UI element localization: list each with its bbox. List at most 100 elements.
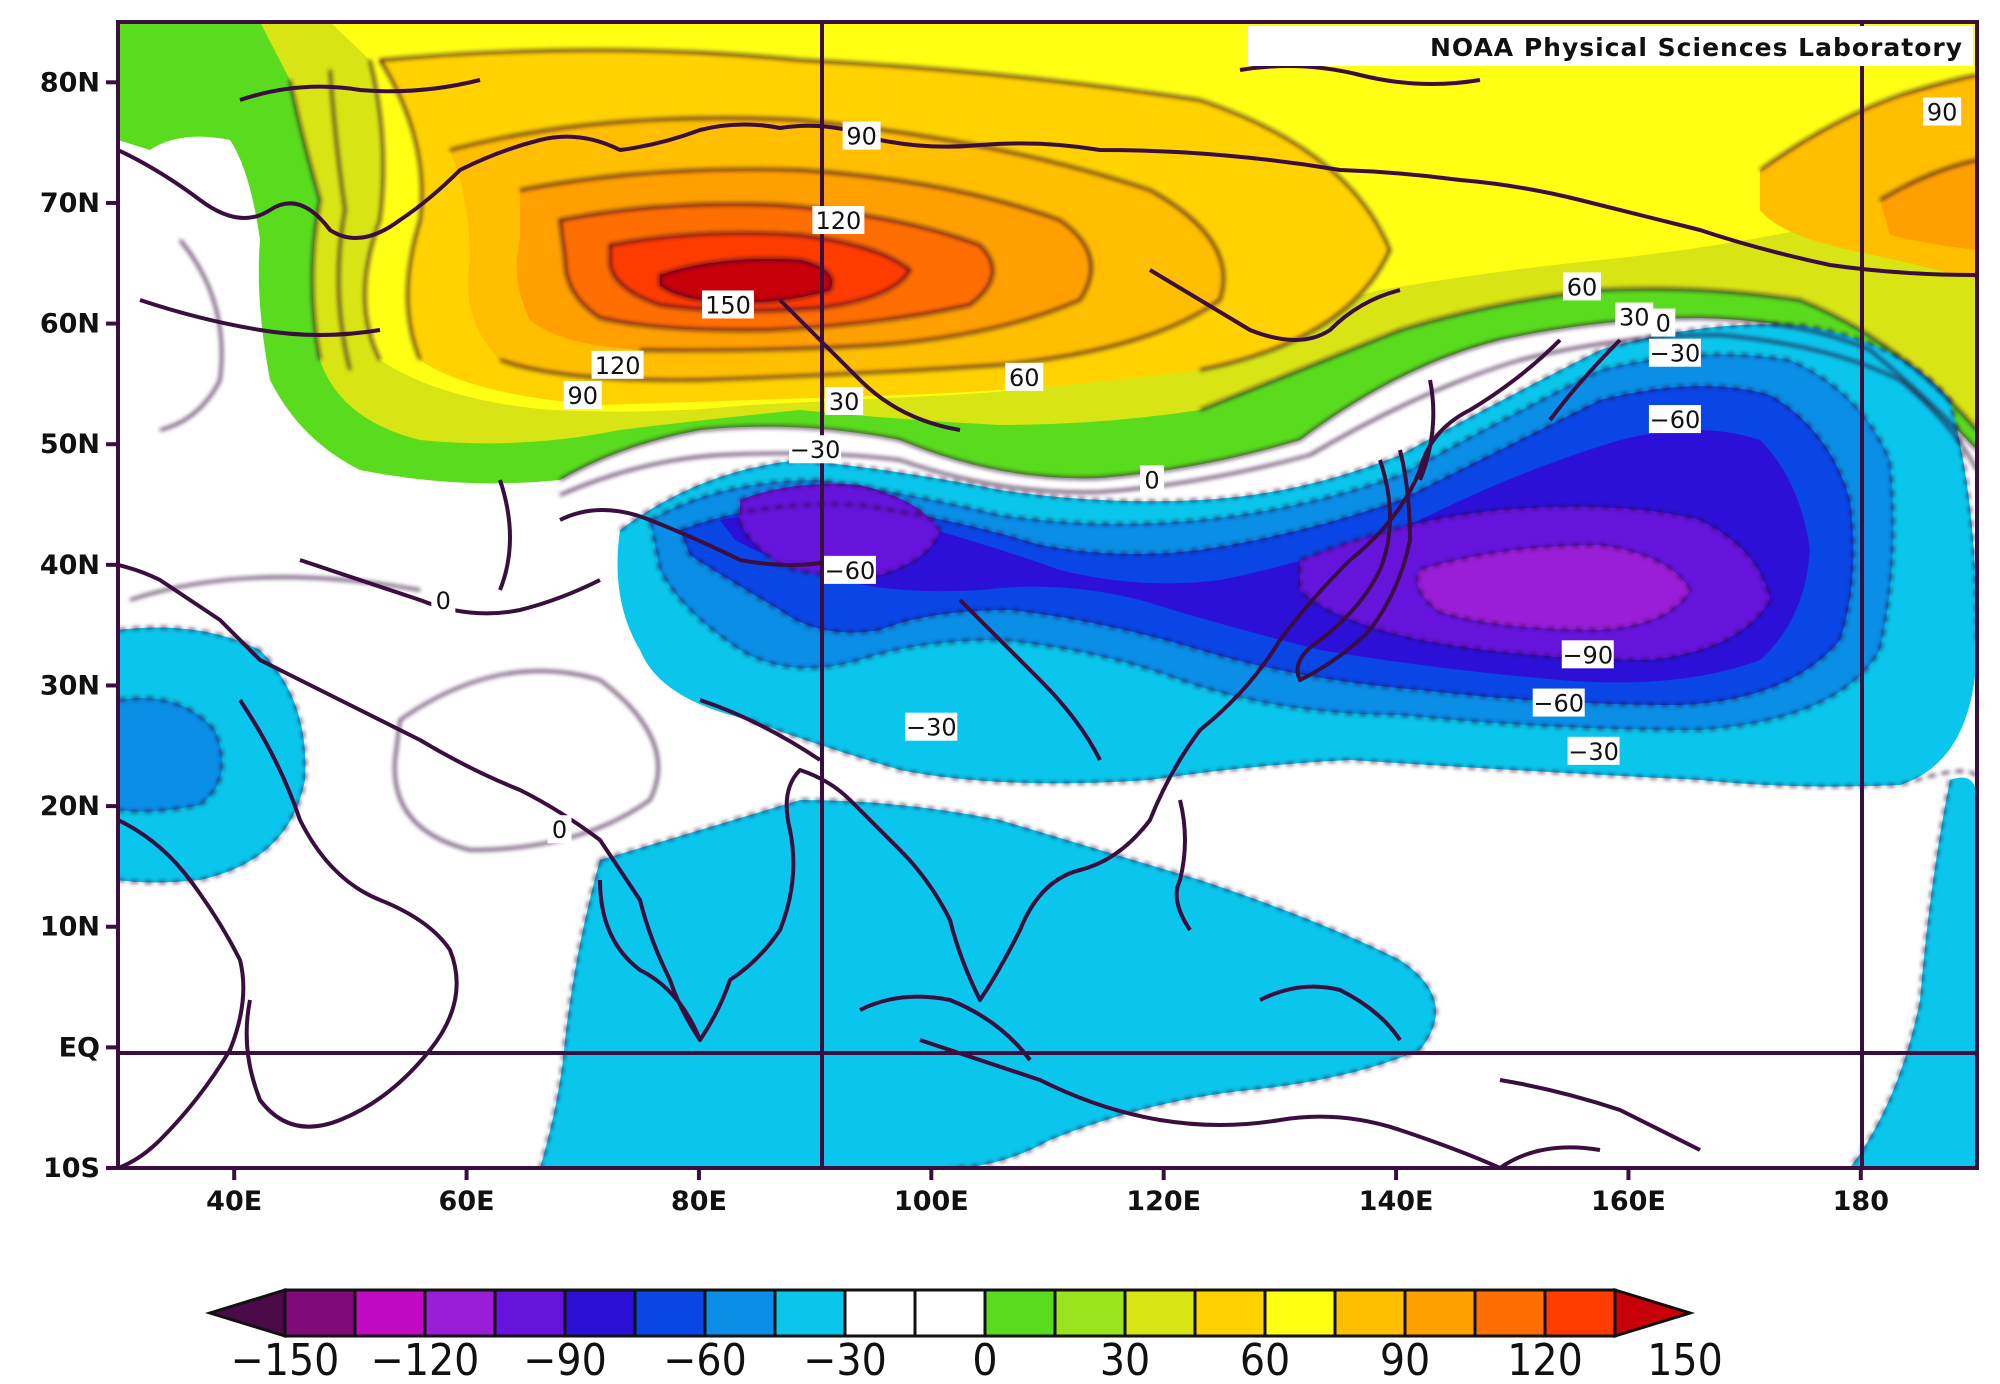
contour-label: −30: [906, 714, 957, 742]
lon-tick-label: 180: [1833, 1186, 1889, 1217]
colorbar-swatch: [423, 1288, 497, 1338]
contour-label-box: [701, 290, 754, 319]
contour-label: 120: [595, 352, 641, 380]
lat-tick-label: 20N: [40, 791, 100, 822]
contour-label: 0: [1656, 310, 1671, 338]
colorbar-swatch: [983, 1288, 1057, 1338]
contour-label-box: [1923, 97, 1962, 126]
contour-label-box: [789, 435, 842, 464]
credit-text: NOAA Physical Sciences Laboratory: [1430, 33, 1963, 62]
lat-tick-label: 70N: [40, 188, 100, 219]
contour-label-box: [905, 712, 958, 741]
contour-label-box: [1567, 736, 1620, 765]
colorbar-swatch: [773, 1288, 847, 1338]
contour-label-box: [1140, 465, 1165, 494]
contour-fill-neg60-west: [118, 698, 223, 812]
contour-label: 60: [1009, 364, 1040, 392]
lat-tick-label: 40N: [40, 550, 100, 581]
contour-label-box: [563, 380, 602, 409]
contour-label: 90: [567, 382, 598, 410]
colorbar-swatch: [493, 1288, 567, 1338]
contour-label-box: [1651, 308, 1676, 337]
contour-label: −30: [1568, 738, 1619, 766]
colorbar-swatch: [1403, 1288, 1477, 1338]
contour-label: 30: [829, 388, 860, 416]
lat-tick-label: 50N: [40, 429, 100, 460]
contour-label: 0: [1144, 466, 1159, 494]
contour-label: 120: [815, 207, 861, 235]
contour-label-box: [842, 121, 881, 150]
colorbar-swatch: [633, 1288, 707, 1338]
contour-label-box: [1561, 640, 1614, 669]
colorbar-swatch: [843, 1288, 917, 1338]
colorbar-swatch: [1543, 1288, 1617, 1338]
colorbar-label: −150: [231, 1335, 340, 1384]
lat-tick-label: 10N: [40, 912, 100, 943]
contour-label: 90: [1927, 98, 1958, 126]
lat-tick-label: EQ: [59, 1032, 100, 1063]
contour-label-box: [823, 555, 876, 584]
contour-fill-ne-150: [1880, 160, 1977, 250]
contour-label: 0: [552, 816, 567, 844]
colorbar-label: 30: [1100, 1335, 1150, 1384]
contour-label-box: [812, 206, 865, 235]
coastlines: [118, 64, 1977, 1168]
contour-label: 60: [1567, 273, 1598, 301]
colorbar-arrow-left: [204, 1287, 287, 1339]
contour-label-box: [1532, 688, 1585, 717]
colorbar: −150 −120 −90 −60 −30 0 30 60 90 120 150: [204, 1287, 1723, 1384]
colorbar-label: 150: [1647, 1335, 1723, 1384]
colorbar-swatch: [353, 1288, 427, 1338]
lat-tick-label: 80N: [40, 67, 100, 98]
contour-label-box: [825, 386, 864, 415]
contour-label-box: [547, 815, 572, 844]
contour-label-box: [1648, 338, 1701, 367]
anomaly-field: [118, 22, 1977, 1168]
colorbar-swatch: [1193, 1288, 1267, 1338]
contour-label: −60: [825, 557, 876, 585]
contour-label-box: [591, 350, 644, 379]
contour-lines: [129, 48, 1977, 852]
colorbar-label: −60: [663, 1335, 747, 1384]
contour-label-box: [1615, 302, 1654, 331]
colorbar-swatch: [1473, 1288, 1547, 1338]
lon-tick-label: 140E: [1359, 1186, 1434, 1217]
lon-tick-label: 60E: [439, 1186, 495, 1217]
lon-tick-label: 80E: [671, 1186, 727, 1217]
contour-label-box: [431, 586, 456, 615]
colorbar-label: 120: [1507, 1335, 1583, 1384]
contour-label: 30: [1619, 304, 1650, 332]
colorbar-label: −120: [371, 1335, 480, 1384]
lat-tick-label: 60N: [40, 309, 100, 340]
contour-label-box: [1648, 405, 1701, 434]
colorbar-label: 90: [1380, 1335, 1430, 1384]
contour-label: −90: [1562, 641, 1613, 669]
lon-tick-label: 160E: [1591, 1186, 1666, 1217]
colorbar-label: −90: [523, 1335, 607, 1384]
lat-tick-label: 10S: [43, 1153, 100, 1184]
colorbar-label: 0: [972, 1335, 997, 1384]
contour-label: −60: [1533, 690, 1584, 718]
contour-fill-neg150: [1417, 545, 1690, 630]
lon-tick-label: 120E: [1126, 1186, 1201, 1217]
longitude-axis: 40E 60E 80E 100E 120E 140E 160E 180: [206, 1168, 1889, 1217]
colorbar-swatch: [283, 1288, 357, 1338]
contour-label: 0: [436, 587, 451, 615]
colorbar-swatch: [913, 1288, 987, 1338]
colorbar-swatch: [1263, 1288, 1337, 1338]
lon-tick-label: 100E: [894, 1186, 969, 1217]
colorbar-swatch: [563, 1288, 637, 1338]
plot-frame: [116, 20, 1979, 1170]
contour-label: −60: [1650, 406, 1701, 434]
contour-fill-neg30-east: [1850, 777, 1977, 1168]
lon-tick-label: 40E: [206, 1186, 262, 1217]
colorbar-swatch: [1053, 1288, 1127, 1338]
contour-label: 150: [705, 291, 751, 319]
colorbar-swatch: [703, 1288, 777, 1338]
colorbar-swatch: [1333, 1288, 1407, 1338]
contour-label: −30: [1650, 340, 1701, 368]
credit-box: [1248, 26, 1973, 66]
lat-tick-label: 30N: [40, 670, 100, 701]
